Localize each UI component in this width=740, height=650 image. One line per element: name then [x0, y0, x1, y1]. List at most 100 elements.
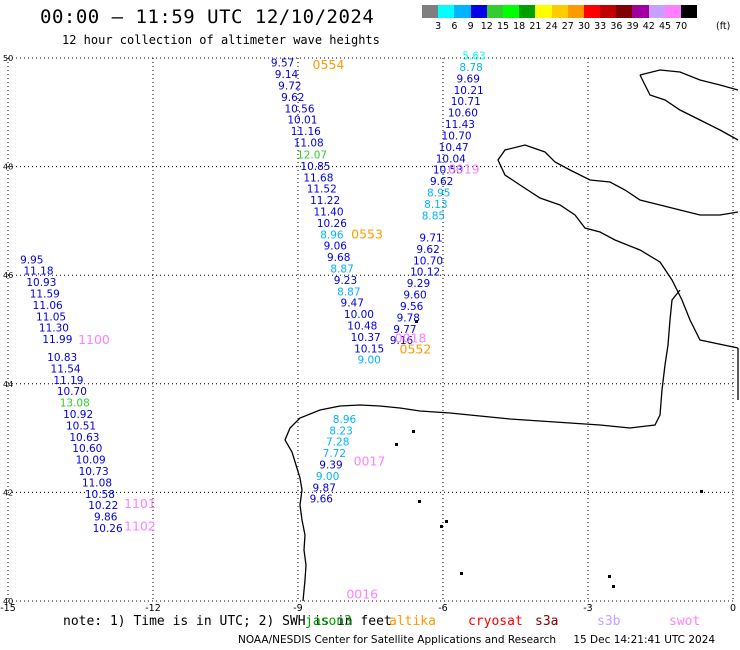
lat-tick-label: 44 — [3, 380, 13, 389]
wave-height-label: 9.16 — [390, 335, 414, 347]
wave-height-label: 8.96 — [320, 229, 344, 241]
lon-tick-label: -9 — [293, 603, 302, 614]
color-scale-label: 6 — [451, 21, 458, 32]
wave-height-label: 8.96 — [333, 414, 357, 426]
wave-height-label: 8.23 — [329, 425, 352, 437]
wave-height-label: 10.92 — [63, 409, 93, 421]
color-swatch-5 — [502, 5, 520, 18]
footer-credit: NOAA/NESDIS Center for Satellite Applica… — [238, 634, 715, 646]
wave-height-label: 10.53 — [433, 165, 463, 177]
wave-height-label: 9.60 — [403, 290, 426, 302]
wave-height-label: 10.56 — [284, 103, 314, 115]
wave-height-label: 11.30 — [39, 323, 69, 335]
color-scale-label: 3 — [435, 21, 442, 32]
wave-height-label: 8.87 — [337, 286, 360, 298]
wave-height-label: 9.87 — [313, 482, 336, 494]
map-title: 00:00 – 11:59 UTC 12/10/2024 — [40, 6, 375, 28]
wave-height-label: 8.13 — [424, 199, 447, 211]
footnote: note: 1) Time is in UTC; 2) SWH is in fe… — [63, 614, 392, 629]
wave-height-label: 9.62 — [430, 176, 453, 188]
color-scale-label: 12 — [480, 21, 493, 32]
lat-tick-label: 48 — [3, 163, 13, 172]
wave-height-label: 9.14 — [275, 69, 299, 81]
wave-height-label: 9.06 — [324, 241, 348, 253]
wave-height-label: 9.78 — [397, 312, 420, 324]
island-mark — [460, 572, 463, 575]
color-swatch-10 — [583, 5, 601, 18]
wave-height-label: 9.95 — [20, 254, 43, 266]
pass-time-label: 1100 — [78, 332, 110, 347]
wave-height-label: 11.99 — [42, 334, 72, 346]
wave-height-label: 10.26 — [93, 523, 123, 535]
wave-height-label: 9.56 — [400, 301, 424, 313]
color-swatch-12 — [616, 5, 633, 18]
island-mark — [445, 520, 448, 523]
lon-tick-label: -6 — [438, 603, 447, 614]
color-swatch-15 — [664, 5, 681, 18]
color-swatch-2 — [454, 5, 471, 18]
color-scale-swatches — [422, 5, 698, 18]
color-scale-label: 21 — [529, 21, 542, 32]
footer-center: NOAA/NESDIS Center for Satellite Applica… — [238, 634, 556, 646]
wave-height-label: 9.00 — [357, 355, 380, 367]
color-scale-label: 70 — [675, 21, 688, 32]
wave-height-label: 11.18 — [23, 266, 53, 278]
mission-altika: altika — [389, 614, 436, 629]
coastline-4 — [639, 74, 739, 141]
wave-height-label: 10.70 — [57, 386, 87, 398]
wave-height-label: 11.52 — [307, 184, 337, 196]
color-swatch-8 — [551, 5, 568, 18]
wave-height-label: 10.22 — [88, 500, 118, 512]
wave-height-label: 9.66 — [310, 494, 334, 506]
wave-height-label: 10.85 — [300, 161, 330, 173]
color-swatch-16 — [681, 5, 698, 18]
color-scale-label: 39 — [626, 21, 639, 32]
wave-height-label: 11.68 — [303, 172, 333, 184]
wave-height-label: 5.63 — [462, 51, 485, 63]
color-scale-label: 15 — [496, 21, 510, 32]
lat-tick-label: 42 — [3, 488, 13, 497]
island-mark — [412, 430, 415, 433]
pass-time-label: 0018 — [395, 331, 427, 346]
wave-height-label: 7.28 — [326, 437, 349, 449]
wave-height-label: 10.71 — [451, 96, 481, 108]
wave-height-label: 11.05 — [36, 311, 66, 323]
wave-height-label: 10.04 — [436, 153, 466, 165]
wave-height-label: 10.09 — [76, 455, 106, 467]
pass-time-label: 0017 — [354, 453, 386, 468]
wave-height-label: 11.08 — [294, 138, 324, 150]
wave-height-label: 10.12 — [410, 267, 440, 279]
wave-height-label: 10.63 — [69, 432, 99, 444]
wave-height-label: 9.57 — [271, 58, 294, 70]
wave-height-label: 10.48 — [347, 321, 377, 333]
wave-height-label: 8.95 — [427, 187, 450, 199]
color-scale-label: 45 — [658, 21, 672, 32]
map-subtitle: 12 hour collection of altimeter wave hei… — [62, 33, 380, 47]
color-swatch-13 — [632, 5, 649, 18]
coastline-0 — [497, 144, 739, 349]
wave-height-label: 10.51 — [66, 420, 96, 432]
wave-height-label: 10.93 — [26, 277, 56, 289]
wave-height-label: 10.37 — [351, 332, 381, 344]
mission-cryosat: cryosat — [468, 614, 523, 629]
color-swatch-4 — [486, 5, 503, 18]
wave-height-label: 9.47 — [341, 298, 364, 310]
mission-s3b: s3b — [597, 614, 621, 629]
wave-height-label: 9.62 — [281, 92, 304, 104]
wave-height-label: 9.39 — [319, 460, 342, 472]
color-scale-legend: 3 6 9 12 15 18 21 24 27 30 33 36 39 42 45 70 — [422, 5, 698, 32]
wave-height-label: 9.00 — [316, 471, 339, 483]
color-scale-label: 30 — [577, 21, 591, 32]
color-scale-label: 24 — [545, 21, 558, 32]
coastline-3 — [639, 69, 739, 91]
color-scale-label: 36 — [610, 21, 623, 32]
wave-height-label: 11.40 — [313, 206, 343, 218]
wave-height-label: 7.72 — [323, 448, 346, 460]
wave-height-label: 10.70 — [442, 130, 472, 142]
color-swatch-3 — [470, 5, 487, 18]
wave-height-label: 11.43 — [445, 119, 475, 131]
island-mark — [440, 525, 443, 528]
wave-height-label: 9.71 — [419, 233, 442, 245]
footer-timestamp: 15 Dec 14:21:41 UTC 2024 — [573, 634, 716, 646]
wave-height-label: 10.60 — [72, 443, 102, 455]
